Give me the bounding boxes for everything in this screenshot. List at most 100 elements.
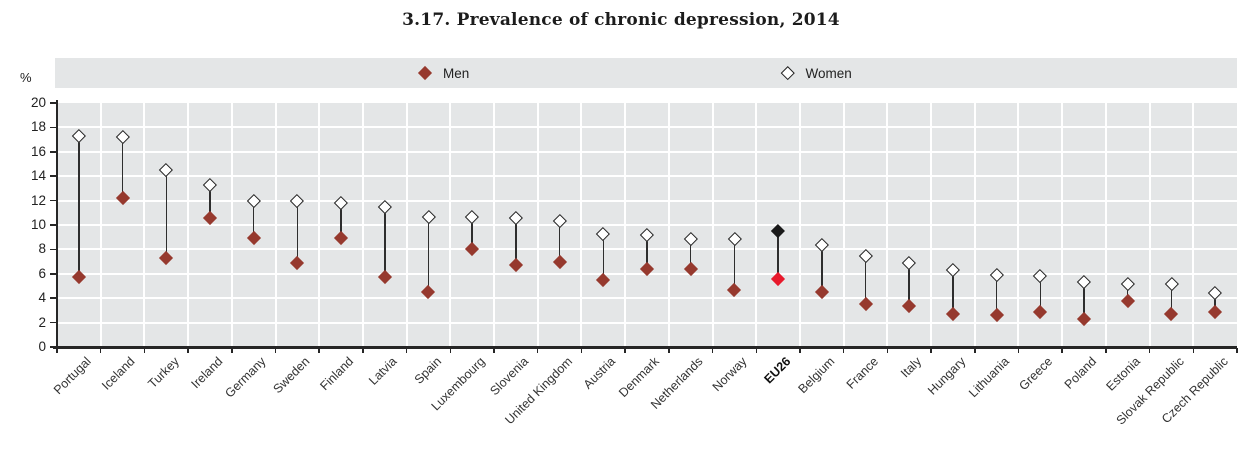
x-axis-tick <box>56 348 58 353</box>
dumbbell-connector <box>340 203 342 239</box>
h-gridline <box>57 224 1237 226</box>
x-axis-label: Sweden <box>270 354 313 397</box>
x-axis-label: Lithuania <box>966 354 1012 401</box>
x-axis-label: Portugal <box>51 354 95 398</box>
dumbbell-connector <box>252 200 255 239</box>
y-axis-tick <box>50 224 56 226</box>
x-axis-tick <box>624 348 626 353</box>
v-gridline <box>580 103 583 347</box>
x-axis-tick <box>1148 348 1151 353</box>
x-axis-tick <box>580 348 583 353</box>
dumbbell-connector <box>427 216 430 293</box>
v-gridline <box>624 103 627 347</box>
dumbbell-connector <box>602 233 605 280</box>
v-gridline <box>405 103 408 347</box>
dumbbell-connector <box>296 200 299 263</box>
dumbbell-connector <box>471 216 473 250</box>
x-axis-tick <box>536 348 539 353</box>
x-axis-label: Germany <box>222 354 269 401</box>
v-gridline <box>842 103 845 347</box>
v-gridline <box>1061 103 1064 347</box>
h-gridline <box>57 175 1237 178</box>
v-gridline <box>318 103 321 347</box>
x-axis-label: Spain <box>411 354 444 387</box>
x-axis-label: Iceland <box>99 354 138 393</box>
v-gridline <box>667 103 670 347</box>
dumbbell-connector <box>1170 283 1173 315</box>
v-gridline <box>1148 103 1151 347</box>
y-axis-tick-label: 2 <box>38 314 46 330</box>
v-gridline <box>449 103 452 347</box>
x-axis-label: Ireland <box>188 354 226 392</box>
dumbbell-connector <box>209 184 211 218</box>
dumbbell-connector <box>165 170 167 258</box>
dumbbell-connector <box>733 238 736 290</box>
x-axis-label: Estonia <box>1103 354 1143 394</box>
x-axis-tick <box>449 348 452 353</box>
v-gridline <box>1017 103 1020 347</box>
v-gridline <box>973 103 976 347</box>
h-gridline <box>57 297 1237 300</box>
x-axis-tick <box>974 348 976 353</box>
v-gridline <box>274 103 277 347</box>
dumbbell-connector <box>78 135 80 278</box>
y-axis-tick <box>50 102 56 104</box>
x-axis-tick <box>1192 348 1195 353</box>
x-axis-tick <box>799 348 801 353</box>
dumbbell-connector <box>121 137 124 199</box>
y-axis-unit-label: % <box>20 70 32 85</box>
y-axis-line <box>55 100 58 349</box>
dumbbell-connector <box>384 206 386 278</box>
x-axis-tick <box>930 348 932 353</box>
x-axis-label: Slovenia <box>487 354 532 399</box>
dumbbell-connector <box>1214 293 1216 312</box>
x-axis-label: Belgium <box>795 354 838 397</box>
chart-title: 3.17. Prevalence of chronic depression, … <box>402 10 840 30</box>
y-axis-tick-label: 12 <box>30 192 46 208</box>
y-axis-tick-label: 0 <box>38 339 46 354</box>
y-axis-tick-label: 14 <box>30 168 46 184</box>
y-axis-tick <box>50 199 56 202</box>
x-axis-tick <box>99 348 102 353</box>
v-gridline <box>361 103 364 347</box>
y-axis-tick <box>50 273 56 275</box>
legend-label-men: Men <box>443 65 470 81</box>
v-gridline <box>1192 103 1195 347</box>
y-axis-tick <box>50 175 56 177</box>
y-axis-tick <box>50 297 56 299</box>
x-axis-tick <box>1236 348 1238 353</box>
x-axis-label: Turkey <box>144 354 182 391</box>
x-axis-tick <box>187 348 189 353</box>
h-gridline <box>57 150 1237 153</box>
x-axis-label: Latvia <box>366 354 400 388</box>
v-gridline <box>1104 103 1107 347</box>
x-axis-line <box>53 346 1237 349</box>
x-axis-tick <box>755 348 757 353</box>
v-gridline <box>230 103 233 347</box>
legend-label-women: Women <box>805 65 852 81</box>
y-axis-tick-label: 6 <box>38 265 46 281</box>
v-gridline <box>886 103 889 347</box>
y-axis-tick <box>50 151 56 153</box>
v-gridline <box>143 103 146 347</box>
y-axis-tick-label: 8 <box>38 241 46 257</box>
dumbbell-connector <box>515 217 517 266</box>
v-gridline <box>536 103 539 347</box>
y-axis-tick-label: 4 <box>38 290 46 306</box>
y-axis-tick <box>50 126 56 129</box>
y-axis-tick <box>50 248 56 251</box>
y-axis-tick-label: 20 <box>30 95 46 110</box>
v-gridline <box>187 103 190 347</box>
x-axis-tick <box>493 348 495 353</box>
dumbbell-connector <box>908 262 910 306</box>
x-axis-tick <box>143 348 146 353</box>
dumbbell-connector <box>1039 276 1042 312</box>
x-axis-label: Poland <box>1061 354 1100 392</box>
x-axis-label: France <box>843 354 881 392</box>
dumbbell-connector <box>995 275 998 316</box>
y-axis-tick-label: 18 <box>30 119 46 135</box>
dumbbell-connector <box>864 255 867 305</box>
y-axis-tick <box>50 321 56 324</box>
x-axis-tick <box>318 348 320 353</box>
